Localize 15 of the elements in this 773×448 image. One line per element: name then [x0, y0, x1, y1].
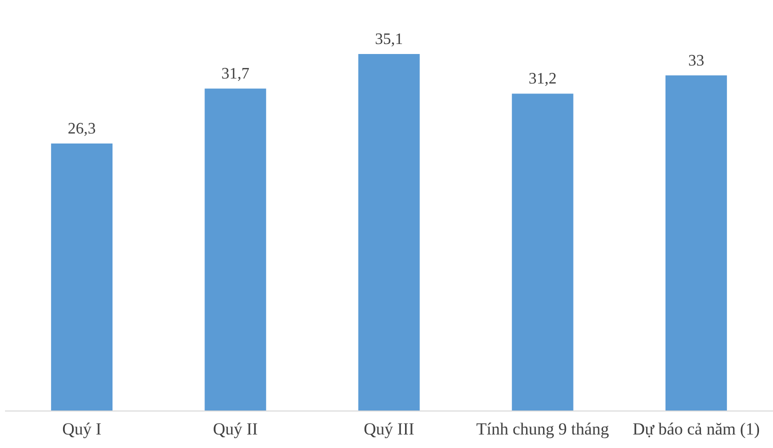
x-tick-label: Quý I — [62, 419, 102, 438]
bar — [665, 75, 727, 411]
x-tick-label: Dự báo cả năm (1) — [632, 419, 760, 438]
data-label: 33 — [688, 52, 704, 70]
bar — [51, 144, 113, 411]
data-label: 35,1 — [375, 31, 403, 48]
data-label: 31,2 — [528, 70, 557, 88]
data-label: 31,7 — [221, 66, 250, 83]
bar — [204, 88, 266, 411]
x-tick-label: Tính chung 9 tháng — [476, 419, 610, 438]
x-tick-label: Quý II — [212, 419, 258, 438]
data-label: 26,3 — [68, 120, 96, 138]
bar — [358, 54, 420, 411]
x-tick-label: Quý III — [364, 419, 415, 438]
bar — [512, 94, 574, 411]
